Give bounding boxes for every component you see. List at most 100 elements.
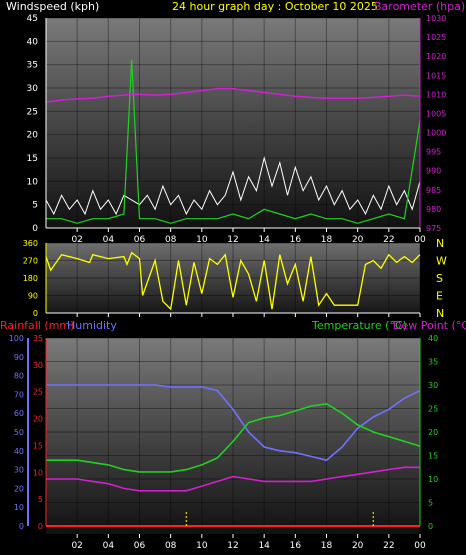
direction-tick-label: 180 bbox=[23, 274, 38, 283]
humidity-axis-label: Humidity bbox=[67, 319, 117, 332]
humidity-tick-label: 30 bbox=[14, 466, 24, 475]
windspeed-tick-label: 5 bbox=[32, 201, 38, 211]
cardinal-label: S bbox=[436, 272, 443, 285]
temp-x-tick-label: 02 bbox=[71, 541, 82, 551]
direction-panel-series bbox=[45, 251, 421, 311]
direction-tick-label: 270 bbox=[23, 257, 38, 266]
wind-panel-axes: 0510152025303540459759809859909951000100… bbox=[27, 14, 447, 245]
wind-x-tick-label: 06 bbox=[134, 235, 146, 245]
barometer-tick-label: 1005 bbox=[426, 109, 446, 118]
temperature-tick-label: 5 bbox=[428, 499, 433, 508]
graph-title: 24 hour graph day : October 10 2025 bbox=[172, 0, 378, 13]
humidity-tick-label: 20 bbox=[14, 484, 24, 493]
temp-x-tick-label: 12 bbox=[227, 541, 238, 551]
rainfall-tick-label: 5 bbox=[38, 495, 43, 504]
temperature-tick-label: 25 bbox=[428, 405, 438, 414]
humidity-tick-label: 90 bbox=[14, 353, 24, 362]
direction-tick-label: 90 bbox=[28, 292, 38, 301]
windspeed-axis-label: Windspeed (kph) bbox=[6, 0, 99, 13]
wind-direction-line bbox=[45, 251, 421, 311]
temp-x-tick-label: 18 bbox=[321, 541, 333, 551]
windspeed-tick-label: 20 bbox=[27, 131, 39, 141]
cardinal-label: N bbox=[436, 237, 444, 250]
windspeed-tick-label: 15 bbox=[27, 154, 38, 164]
wind-panel-series bbox=[45, 59, 421, 224]
temp-x-tick-label: 14 bbox=[258, 541, 270, 551]
rainfall-tick-label: 15 bbox=[33, 441, 43, 450]
windspeed-tick-label: 40 bbox=[27, 37, 39, 47]
barometer-tick-label: 1010 bbox=[426, 90, 446, 99]
temperature-axis-label: Temperature (°C) bbox=[311, 319, 407, 332]
cardinal-label: W bbox=[436, 255, 447, 268]
windspeed-tick-label: 30 bbox=[27, 84, 39, 94]
wind-x-tick-label: 00 bbox=[414, 235, 426, 245]
temp-x-tick-label: 00 bbox=[414, 541, 426, 551]
temp-x-tick-label: 22 bbox=[383, 541, 394, 551]
rainfall-tick-label: 20 bbox=[33, 415, 43, 424]
humidity-tick-label: 60 bbox=[14, 409, 24, 418]
temperature-tick-label: 30 bbox=[428, 381, 438, 390]
temperature-panel-axes: 0510152025303540010203040506070809010005… bbox=[9, 334, 438, 551]
temperature-tick-label: 40 bbox=[428, 334, 438, 343]
dewpoint-line bbox=[46, 466, 420, 492]
temp-x-tick-label: 20 bbox=[352, 541, 364, 551]
rainfall-tick-label: 10 bbox=[33, 468, 43, 477]
wind-gust-line bbox=[45, 156, 421, 216]
wind-x-tick-label: 22 bbox=[383, 235, 394, 245]
wind-x-tick-label: 10 bbox=[196, 235, 208, 245]
barometer-axis-label: Barometer (hpa) bbox=[374, 0, 465, 13]
temperature-panel-series bbox=[46, 384, 421, 527]
windspeed-tick-label: 10 bbox=[27, 177, 39, 187]
direction-panel-background bbox=[46, 243, 420, 313]
barometer-tick-label: 995 bbox=[426, 148, 441, 157]
barometer-tick-label: 1000 bbox=[426, 129, 446, 138]
wind-x-tick-label: 12 bbox=[227, 235, 238, 245]
barometer-tick-label: 1020 bbox=[426, 52, 446, 61]
barometer-tick-label: 975 bbox=[426, 224, 441, 233]
rainfall-tick-label: 30 bbox=[33, 361, 43, 370]
barometer-tick-label: 1030 bbox=[426, 14, 446, 23]
wind-panel-background bbox=[46, 18, 420, 228]
windspeed-tick-label: 25 bbox=[27, 107, 38, 117]
temperature-tick-label: 10 bbox=[428, 475, 438, 484]
humidity-tick-label: 100 bbox=[9, 334, 24, 343]
barometer-tick-label: 985 bbox=[426, 186, 441, 195]
windspeed-tick-label: 45 bbox=[27, 14, 38, 24]
temp-x-tick-label: 08 bbox=[165, 541, 177, 551]
temp-x-tick-label: 16 bbox=[290, 541, 302, 551]
barometer-tick-label: 1015 bbox=[426, 71, 446, 80]
humidity-tick-label: 80 bbox=[14, 372, 24, 381]
wind-x-tick-label: 18 bbox=[321, 235, 333, 245]
rainfall-tick-label: 35 bbox=[33, 334, 43, 343]
temperature-tick-label: 35 bbox=[428, 358, 438, 367]
temp-x-tick-label: 04 bbox=[103, 541, 115, 551]
windspeed-tick-label: 35 bbox=[27, 61, 38, 71]
wind-x-tick-label: 08 bbox=[165, 235, 177, 245]
temp-x-tick-label: 10 bbox=[196, 541, 208, 551]
rainfall-tick-label: 25 bbox=[33, 388, 43, 397]
direction-tick-label: 360 bbox=[23, 239, 38, 248]
barometer-tick-label: 1025 bbox=[426, 33, 446, 42]
humidity-tick-label: 10 bbox=[14, 503, 24, 512]
humidity-tick-label: 70 bbox=[14, 390, 24, 399]
cardinal-label: N bbox=[436, 307, 444, 320]
humidity-tick-label: 40 bbox=[14, 447, 24, 456]
barometer-tick-label: 990 bbox=[426, 167, 441, 176]
cardinal-label: E bbox=[436, 290, 443, 303]
direction-tick-label: 0 bbox=[33, 309, 38, 318]
temp-x-tick-label: 06 bbox=[134, 541, 146, 551]
temperature-panel-background bbox=[46, 338, 420, 534]
windspeed-tick-label: 0 bbox=[32, 224, 38, 234]
wind-x-tick-label: 14 bbox=[258, 235, 270, 245]
humidity-tick-label: 50 bbox=[14, 428, 24, 437]
wind-x-tick-label: 02 bbox=[71, 235, 82, 245]
rainfall-tick-label: 0 bbox=[38, 522, 43, 531]
humidity-tick-label: 0 bbox=[19, 522, 24, 531]
temperature-tick-label: 0 bbox=[428, 522, 433, 531]
wind-x-tick-label: 16 bbox=[290, 235, 302, 245]
wind-x-tick-label: 20 bbox=[352, 235, 364, 245]
humidity-line bbox=[46, 384, 421, 462]
